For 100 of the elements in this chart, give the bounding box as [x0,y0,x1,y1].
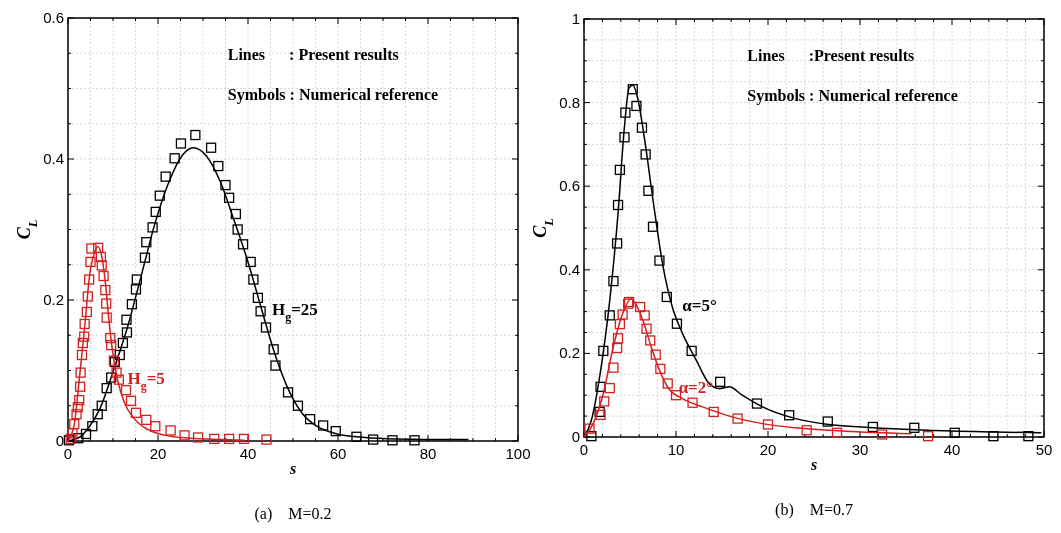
point [93,242,104,253]
point [169,153,180,164]
point [98,270,109,282]
point [732,413,743,424]
point [604,310,615,321]
point [131,274,142,285]
point [81,306,93,318]
x-axis-title: s [809,456,818,473]
point [121,327,133,338]
point [248,274,259,285]
point [85,256,96,268]
point [715,376,726,387]
point [318,420,329,431]
point [661,291,672,303]
point [213,160,224,172]
point [95,251,106,263]
point [988,431,999,442]
point [141,237,152,248]
point [304,414,316,425]
point [74,394,85,406]
y-tick-label: 0.8 [559,93,580,111]
point [245,256,256,268]
x-tick-label: 50 [1035,441,1053,458]
point [260,322,272,333]
point [640,149,651,160]
point [584,423,595,434]
series-label: α=5° [682,295,717,315]
point [87,421,98,432]
point [922,431,934,442]
point [617,309,628,320]
point [330,425,341,437]
point [282,387,294,398]
point [686,345,697,357]
y-tick-label: 0.4 [43,150,64,167]
point [867,421,879,433]
point [636,122,648,133]
point [114,349,125,361]
point [141,414,152,425]
point [292,400,304,411]
x-tick-label: 40 [239,445,257,462]
point [598,345,609,357]
point [130,407,142,418]
annotation: Lines : Present results [227,46,399,63]
point [784,410,795,421]
point [751,398,763,409]
point [106,372,117,383]
point [106,339,117,351]
point [387,435,398,446]
point [175,138,187,149]
point [604,382,615,394]
point [261,434,272,445]
point [801,425,812,436]
point [96,260,107,271]
point [671,318,683,329]
x-tick-label: 80 [419,445,437,462]
point [655,363,666,375]
point [80,428,92,440]
point [654,255,665,266]
y-tick-label: 1 [571,10,580,27]
point [126,299,138,310]
point [125,395,137,406]
series-label: H$_{g}$=25 [271,299,318,324]
point [409,435,420,446]
point [223,433,235,445]
point [599,396,610,407]
point [614,318,626,330]
point [147,222,158,233]
point [92,409,103,420]
point [822,416,833,427]
y-tick-label: 0.6 [43,9,64,26]
point [634,301,646,313]
annotation: Lines :Present results [747,47,915,64]
point [120,385,132,396]
point [209,433,220,445]
point [84,274,95,285]
series-label: H$_{g}$=5 [127,368,165,393]
point [619,132,630,143]
point [150,421,161,432]
x-tick-label: 100 [505,445,531,462]
y-tick-label: 0.2 [559,344,580,362]
point [77,337,88,349]
point [662,378,673,389]
point [252,292,264,304]
point [100,284,111,296]
point [75,381,86,392]
point [762,419,774,430]
x-tick-label: 40 [943,441,961,458]
point [79,331,90,342]
point [687,397,698,408]
series-label: α=2° [678,377,714,397]
point [75,367,86,378]
point [831,427,843,438]
point [179,430,190,441]
x-tick-label: 20 [149,445,167,462]
y-tick-label: 0.4 [559,260,580,278]
point [71,409,82,420]
point [101,298,112,309]
point [160,171,171,182]
point [367,434,379,445]
point [190,129,201,141]
